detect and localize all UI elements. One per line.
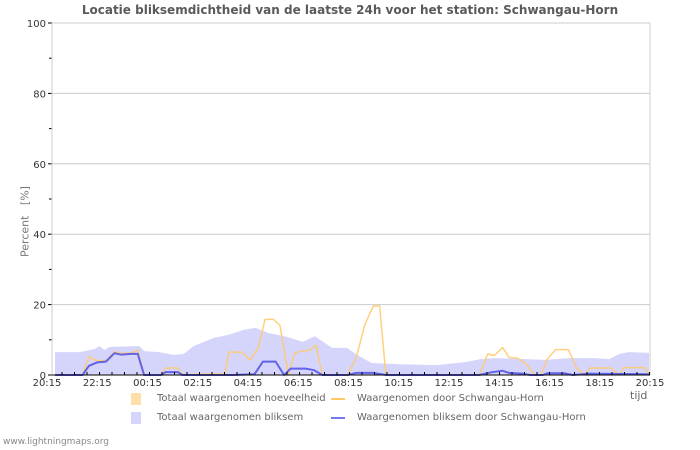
svg-text:00:15: 00:15 — [133, 378, 162, 389]
svg-text:20: 20 — [33, 301, 46, 312]
grid-lines — [52, 22, 650, 306]
footer-credit: www.lightningmaps.org — [3, 437, 109, 447]
svg-text:12:15: 12:15 — [435, 378, 464, 389]
y-axis-label: Percent [%] — [18, 186, 32, 257]
svg-text:04:15: 04:15 — [234, 378, 263, 389]
legend-label: Totaal waargenomen hoeveelheid — [157, 393, 326, 404]
svg-text:100: 100 — [27, 19, 46, 30]
svg-text:80: 80 — [33, 89, 46, 100]
svg-text:0: 0 — [40, 371, 46, 382]
svg-text:06:15: 06:15 — [284, 378, 313, 389]
legend-label: Waargenomen bliksem door Schwangau-Horn — [357, 412, 586, 423]
svg-text:20:15: 20:15 — [33, 378, 62, 389]
axes: 0 20 40 60 80 100 20:15 22:15 00:15 02:15 04:15 06:… — [27, 19, 665, 389]
chart-title: Locatie bliksemdichtheid van de laatste … — [81, 3, 619, 17]
area-series — [55, 327, 649, 375]
svg-text:10:15: 10:15 — [384, 378, 413, 389]
svg-text:14:15: 14:15 — [485, 378, 514, 389]
svg-text:16:15: 16:15 — [535, 378, 564, 389]
legend-label: Totaal waargenomen bliksem — [157, 412, 304, 423]
svg-text:18:15: 18:15 — [585, 378, 614, 389]
legend-swatch-total-amount — [131, 393, 141, 405]
legend-swatch-total-lightning — [131, 412, 141, 424]
svg-text:60: 60 — [33, 160, 46, 171]
legend-line-station-lightning — [331, 417, 345, 419]
legend-line-station — [331, 398, 345, 400]
legend-label: Waargenomen door Schwangau-Horn — [357, 393, 544, 404]
x-axis-unit-label: tijd — [630, 389, 648, 402]
svg-text:22:15: 22:15 — [83, 378, 112, 389]
svg-text:40: 40 — [33, 230, 46, 241]
svg-text:20:15: 20:15 — [636, 378, 665, 389]
svg-text:02:15: 02:15 — [183, 378, 212, 389]
svg-text:08:15: 08:15 — [334, 378, 363, 389]
